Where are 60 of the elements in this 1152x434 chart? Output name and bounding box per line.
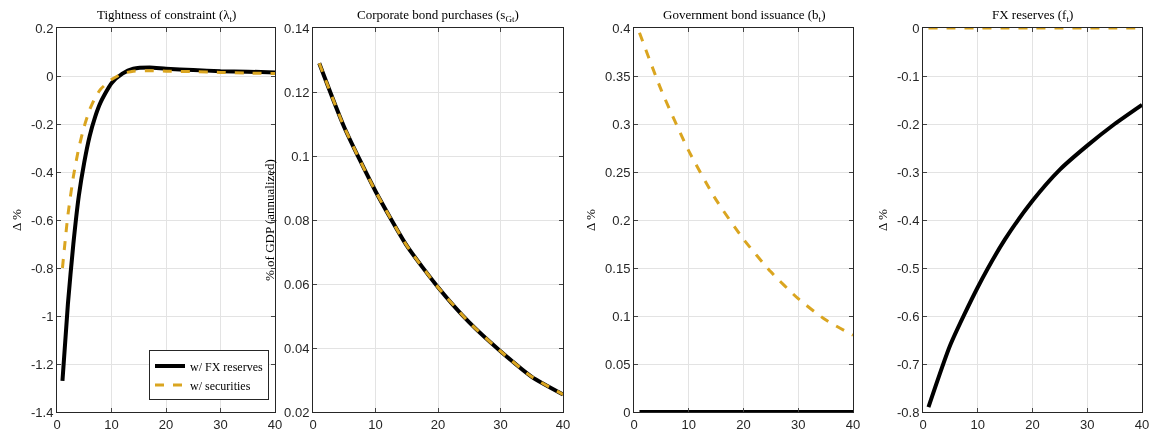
x-tick-label: 10	[368, 416, 383, 432]
x-tick-label: 30	[493, 416, 508, 432]
x-tick-label: 40	[1134, 416, 1150, 432]
y-tick-label: -0.2	[896, 116, 920, 132]
y-tick-label: 0.2	[612, 212, 631, 228]
y-tick-label: -1	[41, 308, 54, 324]
y-tick-label: 0.14	[284, 20, 310, 36]
x-tick-label: 20	[736, 416, 751, 432]
y-tick-label: 0.1	[291, 148, 310, 164]
y-tick-label: 0.3	[612, 116, 631, 132]
x-tick-label: 10	[681, 416, 696, 432]
y-tick-label: -0.1	[896, 68, 920, 84]
x-tick-label: 40	[267, 416, 283, 432]
chart-title: Government bond issuance (b$_{t}$)	[663, 7, 826, 24]
y-tick-label: 0.05	[605, 356, 631, 372]
y-tick-label: 0	[623, 404, 631, 420]
y-axis-title: Δ %	[874, 208, 890, 231]
x-tick-label: 30	[791, 416, 806, 432]
x-tick-label: 30	[1080, 416, 1095, 432]
x-tick-label: 40	[555, 416, 571, 432]
x-tick-label: 40	[845, 416, 861, 432]
y-tick-label: 0.12	[284, 84, 310, 100]
y-tick-label: -0.2	[30, 116, 54, 132]
legend-label: w/ FX reserves	[190, 359, 263, 374]
y-tick-label: -1.4	[30, 404, 54, 420]
y-tick-label: 0.1	[612, 308, 631, 324]
y-tick-label: 0.4	[612, 20, 631, 36]
y-tick-label: -0.7	[896, 356, 920, 372]
chart-title: FX reserves (f$_{t}$)	[992, 7, 1074, 24]
y-tick-label: -0.8	[30, 260, 54, 276]
y-tick-label: 0.15	[605, 260, 631, 276]
y-tick-label: 0.35	[605, 68, 631, 84]
chart-title: Corporate bond purchases (s$_{Gt}$)	[357, 7, 519, 24]
y-tick-label: -0.6	[896, 308, 920, 324]
y-tick-label: 0.08	[284, 212, 310, 228]
y-tick-label: -0.3	[896, 164, 920, 180]
x-tick-label: 10	[104, 416, 119, 432]
x-tick-label: 20	[158, 416, 174, 432]
y-tick-label: 0.06	[284, 276, 310, 292]
chart-title: Tightness of constraint (λ$_{t}$)	[97, 7, 237, 24]
y-tick-label: 0	[46, 68, 54, 84]
y-tick-label: 0	[912, 20, 920, 36]
y-tick-label: -0.4	[30, 164, 54, 180]
y-tick-label: 0.25	[605, 164, 631, 180]
y-tick-label: -0.6	[30, 212, 54, 228]
y-tick-label: -0.8	[896, 404, 920, 420]
y-axis-title: Δ %	[583, 208, 599, 231]
y-tick-label: 0.2	[35, 20, 54, 36]
legend-label: w/ securities	[190, 378, 251, 393]
y-axis-title: % of GDP (annualized)	[262, 159, 278, 281]
x-tick-label: 30	[213, 416, 228, 432]
y-tick-label: 0.04	[284, 340, 310, 356]
x-tick-label: 20	[430, 416, 446, 432]
y-axis-title: Δ %	[8, 208, 24, 231]
x-tick-label: 10	[970, 416, 985, 432]
x-tick-label: 20	[1025, 416, 1040, 432]
y-tick-label: -0.4	[896, 212, 920, 228]
y-tick-label: 0.02	[284, 404, 310, 420]
y-tick-label: -1.2	[30, 356, 54, 372]
y-tick-label: -0.5	[896, 260, 920, 276]
